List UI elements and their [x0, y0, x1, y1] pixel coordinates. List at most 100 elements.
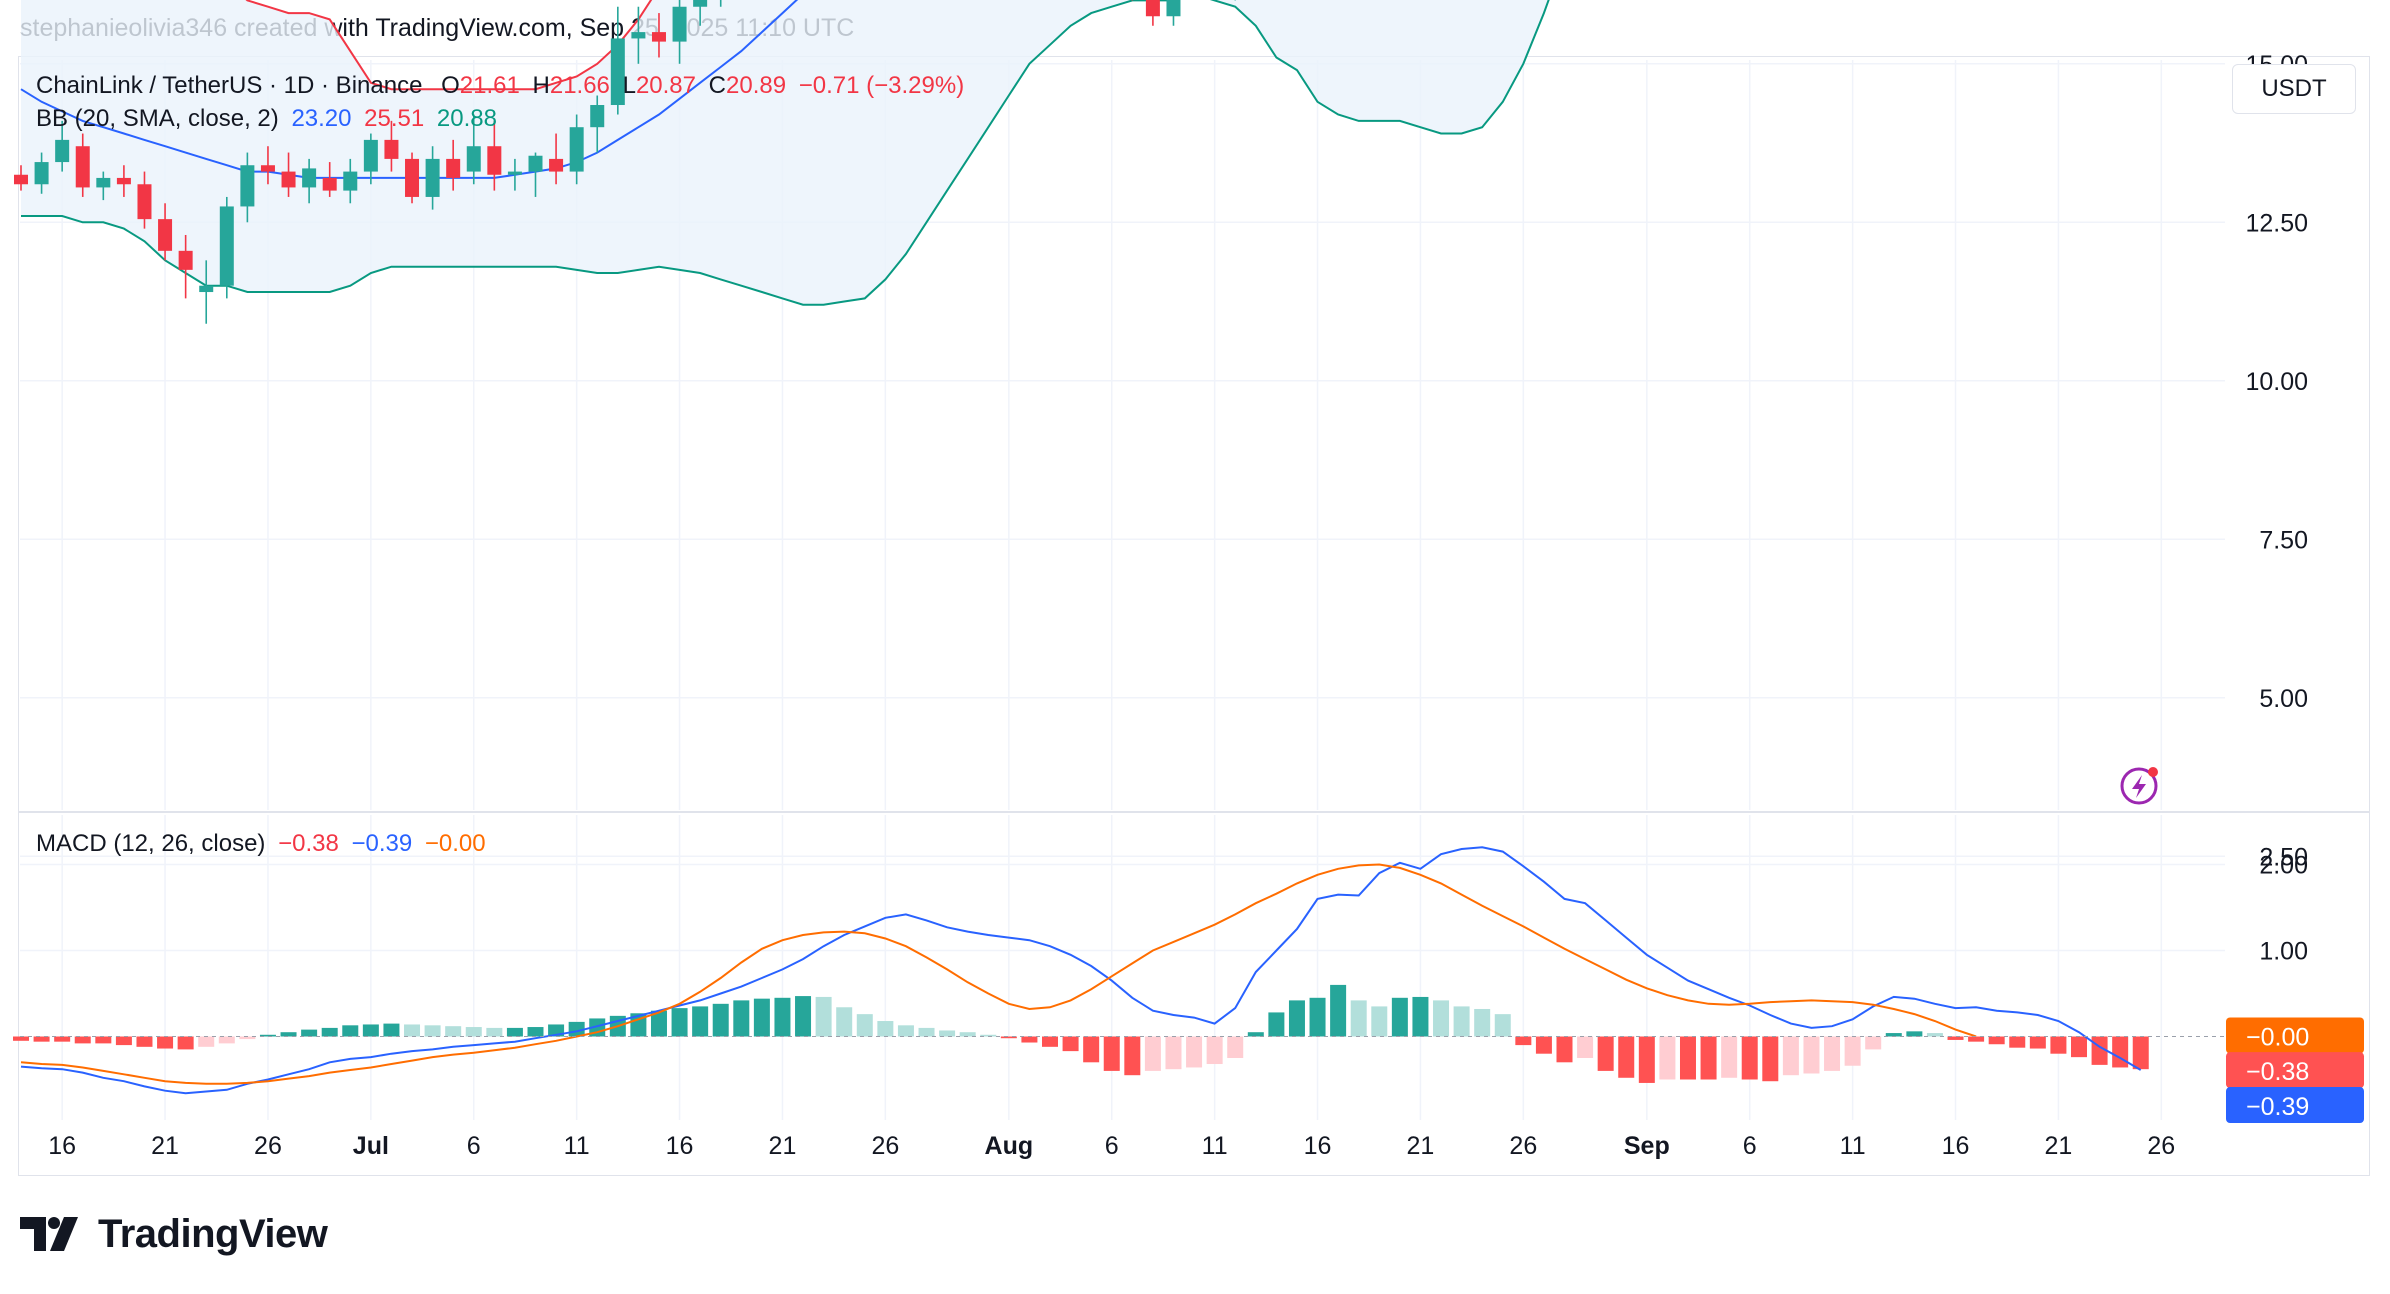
macd-histogram-bar: [1700, 1036, 1717, 1080]
macd-histogram-bar: [1021, 1036, 1038, 1043]
candle-body: [137, 184, 152, 220]
macd-histogram-bar: [321, 1027, 338, 1037]
macd-histogram-bar: [1186, 1036, 1203, 1068]
time-axis-tick: 21: [769, 1132, 797, 1160]
macd-line-tag-text: −0.39: [2246, 1093, 2309, 1121]
macd-signal-value: −0.00: [424, 830, 486, 857]
tradingview-wordmark: TradingView: [98, 1211, 328, 1256]
candle-body: [116, 177, 131, 185]
candle-body: [240, 165, 255, 207]
macd-histogram-bar: [1062, 1036, 1079, 1052]
macd-hist-tag-text: −0.38: [2246, 1058, 2309, 1086]
macd-histogram-bar: [239, 1036, 256, 1040]
bb-lower-value: 20.88: [436, 105, 497, 132]
candle-body: [466, 146, 481, 172]
macd-histogram-bar: [1515, 1036, 1532, 1046]
macd-label: MACD (12, 26, close): [36, 830, 266, 857]
macd-histogram-bar: [404, 1024, 421, 1037]
macd-histogram-bar: [1247, 1032, 1264, 1037]
lightning-icon-ring: [2120, 767, 2158, 805]
low-label: L: [622, 72, 636, 99]
macd-histogram-bar: [1659, 1036, 1676, 1080]
macd-histogram-bar: [1412, 996, 1429, 1037]
macd-signal-tag: [2226, 1017, 2364, 1054]
candle-body: [343, 171, 358, 191]
macd-histogram-bar: [2071, 1036, 2087, 1058]
candle-body: [219, 206, 234, 286]
candle-body: [446, 158, 461, 178]
candle-body: [693, 0, 708, 7]
macd-histogram-bar: [1453, 1006, 1470, 1037]
macd-signal-tag-text: −0.00: [2246, 1024, 2309, 1052]
lightning-icon: [2120, 767, 2158, 805]
macd-histogram-bar: [1309, 997, 1326, 1037]
price-axis-tick: 12.50: [2245, 209, 2308, 237]
macd-histogram-bar: [1042, 1036, 1058, 1047]
macd-histogram-bar: [424, 1025, 441, 1037]
candles: [14, 0, 1237, 324]
price-axis-tick: 2.50: [2259, 843, 2308, 871]
time-axis-tick: Aug: [985, 1132, 1034, 1160]
candle-body: [425, 158, 440, 197]
tradingview-logo-icon: [20, 1217, 78, 1251]
candle-body: [590, 105, 605, 128]
candle-body: [651, 32, 666, 42]
macd-histogram-bar: [1782, 1036, 1799, 1076]
time-axis-tick: 26: [2147, 1132, 2175, 1160]
macd-histogram-bar: [980, 1034, 997, 1037]
macd-histogram-bar: [1103, 1036, 1120, 1071]
macd-histogram-bar: [383, 1023, 400, 1037]
time-axis-tick: 11: [1840, 1132, 1866, 1160]
candle-body: [14, 174, 28, 185]
macd-histogram-bar: [733, 1000, 750, 1037]
macd-signal-line: [20, 863, 1977, 1085]
macd-histogram-bar: [671, 1008, 688, 1037]
candle-body: [631, 32, 646, 39]
macd-histogram-bar: [753, 998, 770, 1037]
currency-selector[interactable]: USDT: [2232, 64, 2356, 114]
candle-body: [487, 146, 502, 175]
macd-histogram-bar: [1288, 1000, 1305, 1037]
open-label: O: [441, 72, 460, 99]
macd-histogram-bar: [362, 1024, 379, 1037]
candle-body: [1166, 0, 1181, 17]
candle-body: [75, 146, 90, 188]
candle-body: [363, 139, 378, 172]
macd-line-tag: [2226, 1087, 2364, 1124]
bb-legend: BB (20, SMA, close, 2) 23.20 25.51 20.88: [36, 105, 503, 133]
macd-histogram-bar: [1947, 1036, 1964, 1040]
macd-histogram-bar: [527, 1027, 544, 1037]
macd-histogram-bar: [1926, 1033, 1943, 1037]
candle-body: [569, 127, 584, 172]
macd-histogram-bar: [1824, 1036, 1841, 1071]
macd-histogram-bar: [1391, 997, 1408, 1037]
time-axis-tick: 6: [1105, 1132, 1119, 1160]
macd-pane: [13, 846, 2225, 1095]
time-axis-tick: 21: [1407, 1132, 1435, 1160]
macd-histogram-bar: [1535, 1036, 1552, 1054]
macd-histogram-bar: [1762, 1036, 1779, 1082]
macd-histogram-bar: [115, 1036, 132, 1046]
macd-histogram-bar: [1350, 1000, 1367, 1037]
time-axis-tick: 26: [1509, 1132, 1537, 1160]
time-axis-tick: 16: [1304, 1132, 1332, 1160]
time-axis-tick: 26: [254, 1132, 282, 1160]
time-axis-tick: 16: [48, 1132, 76, 1160]
macd-histogram-bar: [836, 1007, 853, 1037]
close-label: C: [708, 72, 727, 99]
time-axis-tick: 16: [666, 1132, 694, 1160]
change-value: −0.71 (−3.29%): [798, 72, 965, 99]
time-axis-tick: 6: [1743, 1132, 1757, 1160]
macd-histogram-bar: [1741, 1036, 1758, 1080]
candle-body: [260, 165, 275, 172]
lightning-icon-dot: [2148, 767, 2158, 777]
macd-histogram-bar: [1494, 1014, 1511, 1037]
candle-body: [405, 158, 420, 197]
macd-histogram-bar: [877, 1021, 894, 1037]
bb-lower-line: [21, 0, 1550, 306]
symbol-name: ChainLink / TetherUS · 1D · Binance: [36, 72, 423, 99]
macd-histogram-bar: [939, 1030, 956, 1037]
macd-histogram-bar: [1083, 1036, 1100, 1063]
low-value: 20.87: [635, 72, 696, 99]
